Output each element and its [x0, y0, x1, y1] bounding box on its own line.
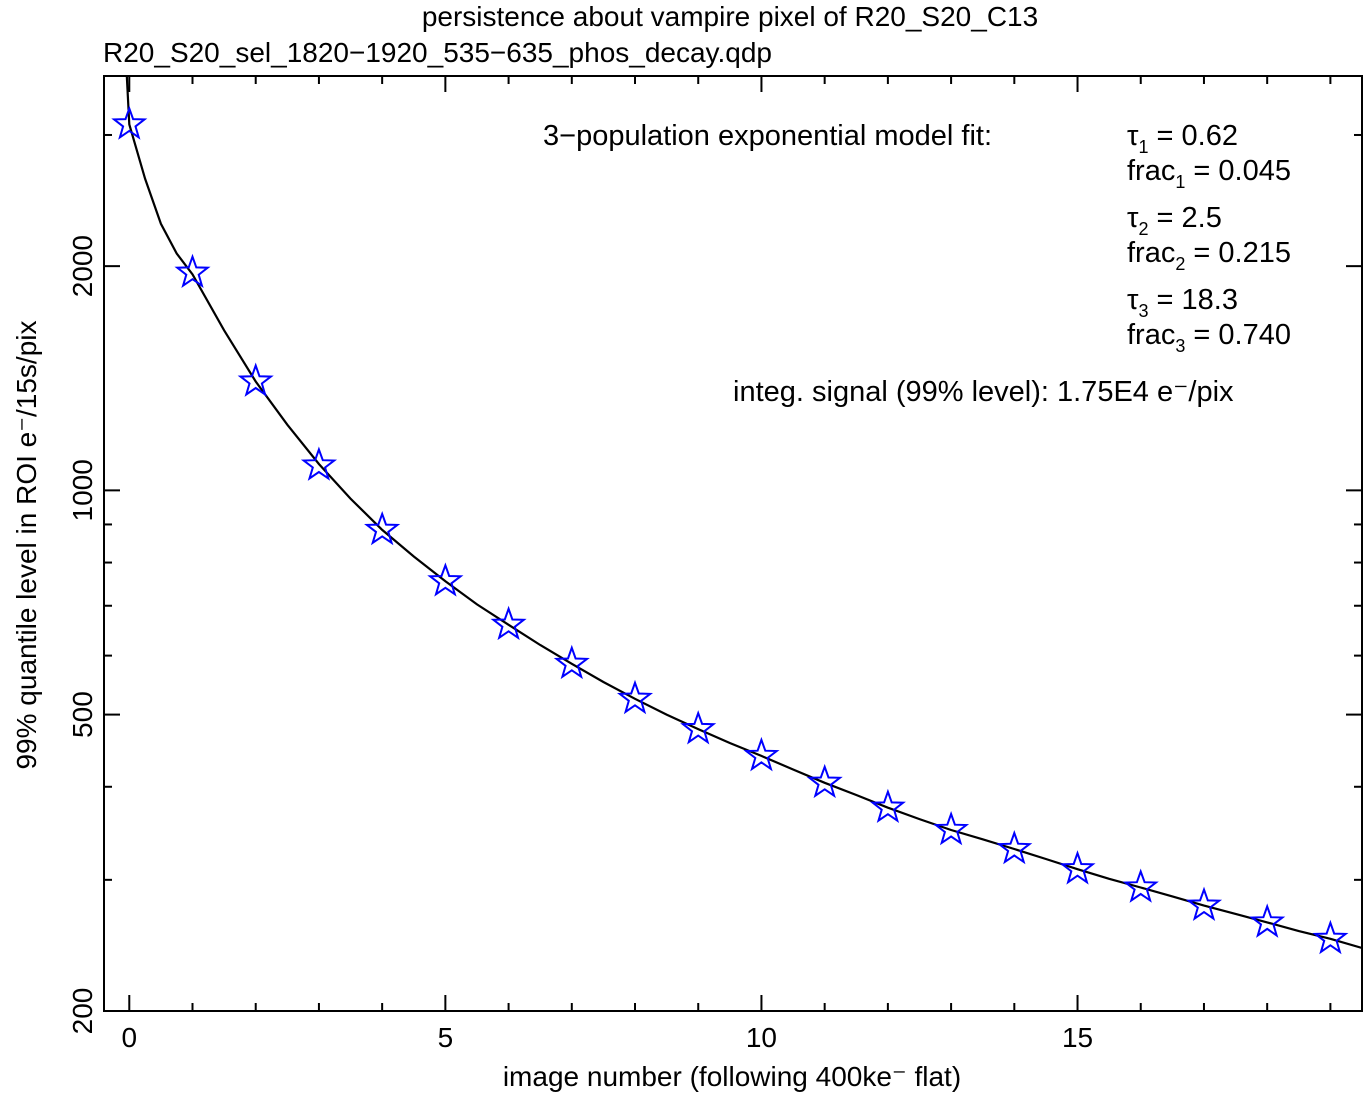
y-tick-label: 1000 — [67, 459, 98, 521]
data-point-star — [300, 446, 338, 481]
data-point-star — [553, 644, 590, 680]
data-point-star — [364, 510, 401, 546]
data-point-star — [933, 811, 970, 846]
y-axis-label: 99% quantile level in ROI e⁻/15s/pix — [11, 320, 42, 769]
y-tick-label: 500 — [67, 691, 98, 738]
fit-parameter: τ2 = 2.5 — [1127, 202, 1222, 239]
data-point-star — [1185, 886, 1223, 922]
data-point-star — [1312, 919, 1349, 955]
data-point-star — [490, 605, 527, 641]
data-point-star — [111, 105, 148, 140]
data-point-star — [1249, 903, 1286, 938]
data-point-star — [869, 788, 906, 823]
data-point-star — [996, 830, 1033, 865]
x-tick-label: 10 — [746, 1022, 777, 1053]
fit-parameter: τ3 = 18.3 — [1127, 284, 1238, 321]
fit-annotations: 3−population exponential model fit: τ1 =… — [543, 120, 1291, 408]
ticks-layer: 0 5 10 15 200 500 1000 2000 — [67, 76, 1362, 1053]
chart-title: persistence about vampire pixel of R20_S… — [422, 1, 1038, 32]
data-points-layer — [111, 105, 1349, 955]
axes — [103, 75, 1363, 1012]
y-tick-label: 2000 — [67, 235, 98, 297]
fit-parameter: τ1 = 0.62 — [1127, 120, 1238, 157]
fit-curve-layer — [125, 76, 1362, 950]
data-point-star — [174, 253, 211, 288]
model-label: 3−population exponential model fit: — [543, 120, 992, 152]
data-point-star — [427, 562, 464, 597]
integrated-signal: integ. signal (99% level): 1.75E4 e⁻/pix — [733, 376, 1234, 408]
fit-curve — [125, 76, 1362, 950]
data-point-star — [1122, 868, 1159, 903]
fit-parameter: frac1 = 0.045 — [1127, 155, 1291, 192]
x-tick-label: 0 — [121, 1022, 137, 1053]
fit-parameter: frac3 = 0.740 — [1127, 319, 1291, 356]
x-tick-label: 15 — [1062, 1022, 1093, 1053]
data-point-star — [616, 679, 654, 715]
plot-frame — [103, 75, 1363, 1012]
fit-parameter: frac2 = 0.215 — [1127, 237, 1291, 274]
x-tick-label: 5 — [438, 1022, 454, 1053]
x-axis-label: image number (following 400ke⁻ flat) — [503, 1061, 961, 1092]
y-tick-label: 200 — [67, 988, 98, 1035]
data-point-star — [680, 710, 717, 745]
chart-subtitle: R20_S20_sel_1820−1920_535−635_phos_decay… — [103, 37, 772, 68]
data-point-star — [743, 736, 780, 772]
data-point-star — [237, 362, 274, 397]
data-point-star — [806, 763, 843, 799]
data-point-star — [1059, 850, 1096, 885]
